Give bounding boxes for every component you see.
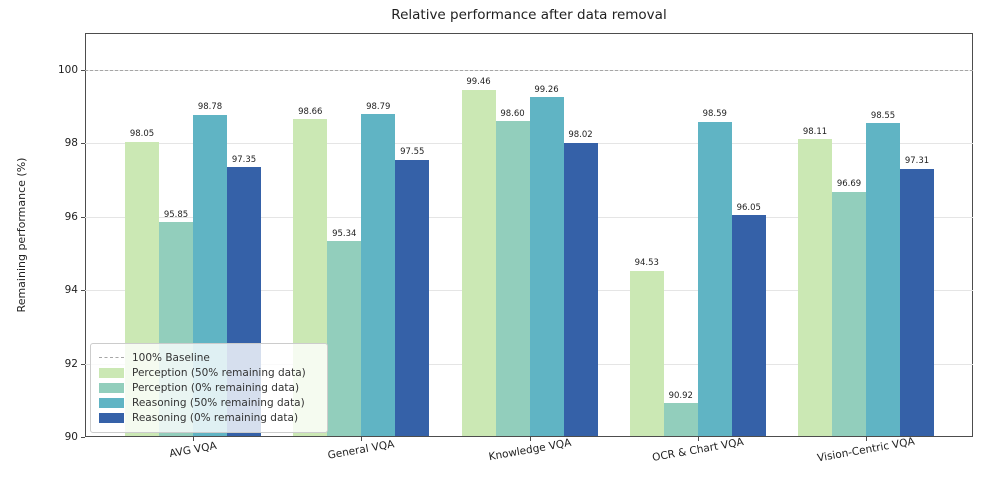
legend-color-swatch [99, 367, 124, 378]
bar-value-label: 98.79 [366, 101, 391, 112]
y-tick-mark [81, 143, 85, 145]
bar-value-label: 99.46 [466, 77, 491, 88]
bar-value-label: 97.55 [400, 147, 425, 158]
y-tick-mark [81, 70, 85, 72]
y-tick-label: 96 [64, 210, 78, 223]
bar-value-label: 94.53 [634, 258, 659, 269]
y-tick-mark [81, 363, 85, 365]
y-tick-mark [81, 437, 85, 438]
x-tick-mark [361, 437, 363, 441]
bar-value-label: 98.11 [802, 126, 828, 137]
y-axis-label: Remaining performance (%) [15, 157, 28, 313]
legend-item: 100% Baseline [99, 350, 319, 365]
legend-label: 100% Baseline [132, 351, 210, 364]
bar-value-label: 90.92 [668, 390, 693, 401]
bar [327, 241, 362, 436]
bar-value-label: 98.60 [500, 108, 525, 119]
chart-title: Relative performance after data removal [391, 7, 667, 23]
bar-value-label: 97.31 [904, 156, 930, 167]
legend-item: Perception (0% remaining data) [99, 380, 319, 395]
bar-value-label: 99.26 [534, 84, 559, 95]
legend-item: Reasoning (0% remaining data) [99, 411, 319, 426]
y-tick-label: 92 [64, 357, 78, 370]
bar-value-label: 98.55 [870, 110, 896, 121]
bar-value-label: 98.05 [129, 129, 155, 140]
bar [395, 159, 430, 436]
bar [798, 139, 832, 436]
legend-item: Perception (50% remaining data) [99, 365, 319, 380]
bar-value-label: 98.59 [702, 109, 727, 120]
bar-value-label: 98.78 [197, 102, 223, 113]
x-tick-mark [529, 437, 531, 441]
legend-color-swatch [99, 398, 124, 409]
bar [529, 97, 564, 436]
bar-value-label: 96.69 [836, 179, 862, 190]
legend-color-swatch [99, 413, 124, 424]
bar-value-label: 98.66 [298, 106, 323, 117]
x-tick-mark [193, 437, 194, 441]
bar [495, 121, 530, 436]
bar-value-label: 95.34 [332, 228, 357, 239]
bar [563, 142, 598, 436]
bar-value-label: 96.05 [736, 202, 761, 213]
legend-color-swatch [99, 382, 124, 393]
x-tick-mark [697, 437, 699, 441]
bar [663, 403, 698, 436]
bar [697, 121, 732, 436]
legend-label: Perception (50% remaining data) [132, 366, 306, 379]
y-tick-label: 90 [64, 431, 78, 443]
bar [361, 114, 396, 436]
bar [731, 215, 766, 436]
baseline-line [85, 70, 973, 72]
bar-value-label: 97.35 [231, 154, 257, 165]
bar-value-label: 98.02 [568, 130, 593, 141]
y-tick-label: 94 [64, 284, 78, 297]
bar-value-label: 95.85 [163, 209, 189, 220]
y-tick-label: 98 [64, 137, 78, 150]
legend-item: Reasoning (50% remaining data) [99, 396, 319, 411]
y-tick-mark [81, 290, 85, 292]
bar [832, 191, 866, 436]
bar [900, 168, 934, 436]
y-tick-mark [81, 216, 85, 218]
legend-label: Perception (0% remaining data) [132, 381, 300, 394]
x-tick-mark [866, 437, 867, 441]
legend-label: Reasoning (50% remaining data) [132, 397, 305, 410]
baseline-dash-icon [99, 357, 124, 359]
y-tick-label: 100 [57, 64, 78, 77]
bar [461, 89, 496, 436]
bar [629, 270, 664, 436]
legend-label: Reasoning (0% remaining data) [132, 412, 299, 425]
legend: 100% Baseline Perception (50% remaining d… [90, 343, 328, 433]
bar [866, 123, 900, 436]
